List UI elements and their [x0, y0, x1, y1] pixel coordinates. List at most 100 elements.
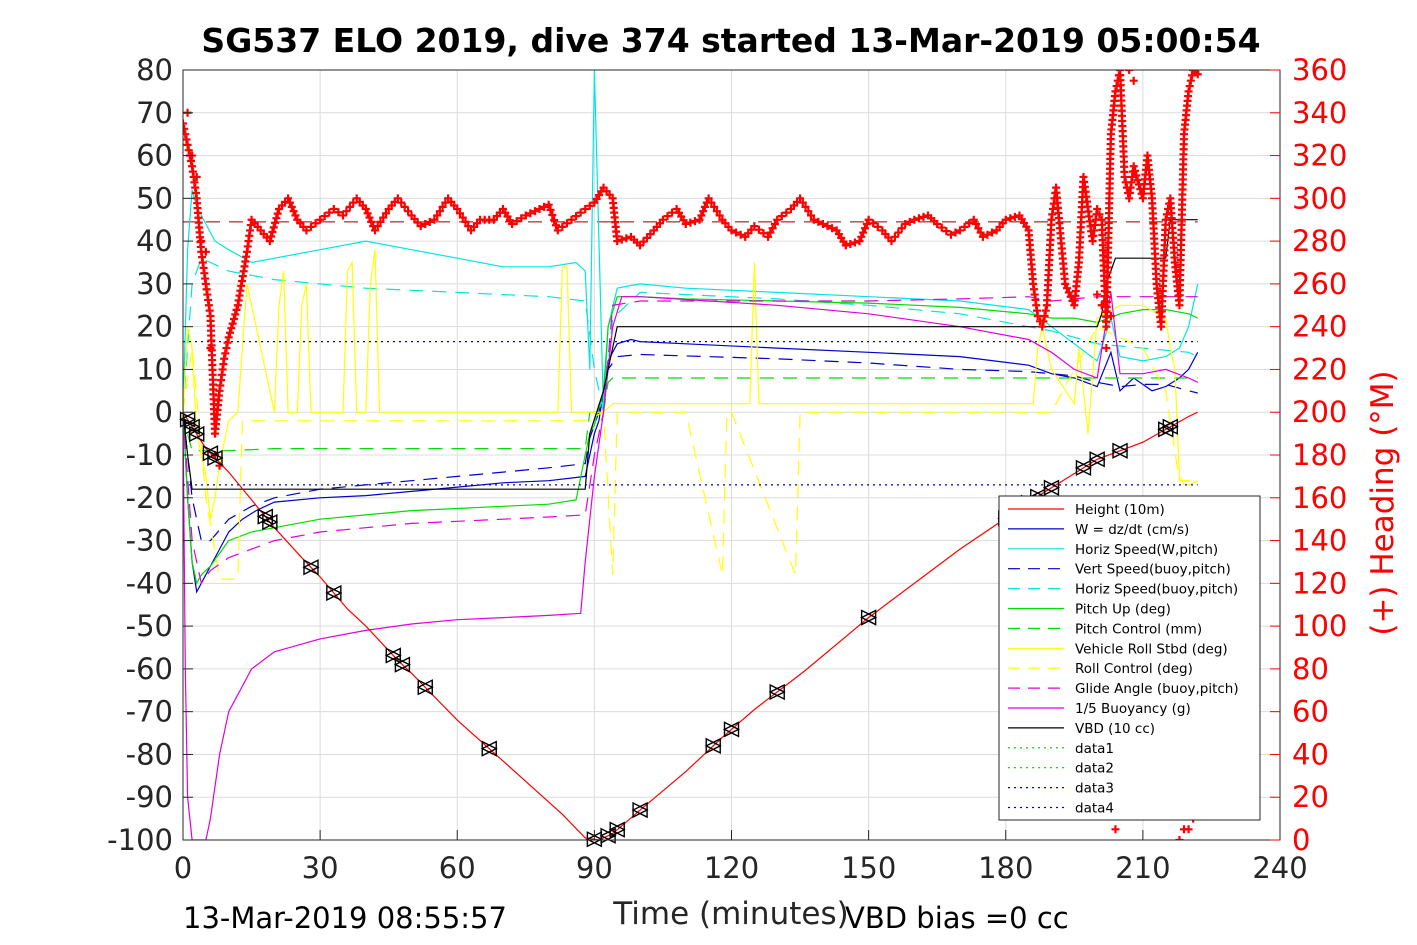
- series-line-vehicle-roll-stbd-deg: [183, 249, 1198, 520]
- heading-point: [526, 209, 535, 218]
- heading-point: [197, 237, 206, 246]
- heading-point: [897, 224, 906, 233]
- heading-point: [397, 198, 406, 207]
- heading-point: [183, 140, 192, 149]
- heading-point: [365, 213, 374, 222]
- heading-point: [715, 211, 724, 220]
- heading-point: [1095, 210, 1104, 219]
- heading-point: [284, 194, 293, 203]
- heading-point: [222, 344, 231, 353]
- heading-point: [567, 215, 576, 224]
- heading-point: [540, 202, 549, 211]
- heading-point: [919, 212, 928, 221]
- y2-tick-label: 340: [1292, 96, 1347, 130]
- heading-point: [859, 228, 868, 237]
- gc-marker: [256, 508, 274, 525]
- y-tick-label: 70: [136, 96, 173, 130]
- heading-point: [273, 209, 282, 218]
- gc-marker: [480, 740, 498, 757]
- heading-point: [311, 219, 320, 228]
- legend-label: Glide Angle (buoy,pitch): [1075, 681, 1239, 697]
- heading-point: [700, 202, 709, 211]
- heading-point: [807, 211, 816, 220]
- gc-marker: [384, 647, 402, 664]
- heading-point: [1133, 176, 1142, 184]
- heading-point: [956, 226, 965, 235]
- heading-point: [850, 238, 859, 247]
- x-tick-label: 0: [174, 851, 192, 885]
- heading-point: [553, 226, 562, 235]
- heading-point: [937, 223, 946, 232]
- y-tick-label: -60: [126, 652, 173, 686]
- heading-point: [206, 344, 215, 353]
- heading-point: [183, 130, 190, 139]
- x-tick-label: 60: [439, 851, 476, 885]
- heading-point: [550, 216, 559, 225]
- heading-point: [1129, 162, 1138, 171]
- heading-point: [969, 215, 978, 224]
- heading-point: [1131, 166, 1140, 175]
- gc-marker: [325, 584, 343, 602]
- legend-label: Pitch Up (deg): [1075, 602, 1171, 618]
- chart-title: SG537 ELO 2019, dive 374 started 13-Mar-…: [201, 21, 1260, 60]
- heading-point: [750, 222, 759, 231]
- y2-tick-label: 240: [1292, 310, 1347, 344]
- heading-point: [291, 211, 300, 220]
- heading-point: [707, 198, 716, 207]
- heading-point: [933, 220, 942, 228]
- x-tick-label: 30: [302, 851, 339, 885]
- heading-point: [768, 224, 777, 233]
- heading-point: [461, 217, 470, 226]
- series-line-horiz-speed-w-pitch: [183, 70, 1199, 413]
- y2-tick-label: 360: [1292, 53, 1347, 87]
- heading-point: [782, 208, 791, 217]
- heading-point: [686, 218, 695, 227]
- heading-point: [846, 239, 855, 248]
- x-tick-label: 90: [576, 851, 613, 885]
- y-tick-label: 30: [136, 267, 173, 301]
- y2-tick-label: 220: [1292, 352, 1347, 386]
- gc-marker: [704, 737, 722, 755]
- heading-point: [798, 198, 807, 207]
- heading-point: [379, 213, 388, 222]
- heading-point: [186, 156, 195, 165]
- heading-point: [894, 228, 903, 237]
- legend-label: data3: [1075, 781, 1114, 797]
- heading-point: [183, 135, 191, 144]
- heading-point: [960, 222, 969, 231]
- heading-point: [430, 215, 439, 224]
- heading-point: [914, 214, 923, 223]
- heading-point: [777, 212, 786, 221]
- heading-point: [965, 219, 974, 228]
- heading-point: [1039, 317, 1048, 326]
- footer-timestamp: 13-Mar-2019 08:55:57: [183, 901, 507, 935]
- legend-label: Roll Control (deg): [1075, 661, 1193, 677]
- heading-point: [192, 172, 201, 181]
- y2-tick-label: 80: [1292, 652, 1329, 686]
- heading-point: [548, 211, 557, 220]
- heading-point: [1125, 70, 1134, 74]
- y-tick-label: -90: [126, 780, 173, 814]
- triangle-markers: [179, 411, 1179, 848]
- heading-point: [453, 205, 462, 214]
- heading-point: [508, 220, 517, 228]
- gc-marker: [1088, 451, 1106, 468]
- heading-point: [231, 310, 240, 319]
- y2-tick-label: 180: [1292, 438, 1347, 472]
- heading-point: [1093, 290, 1102, 299]
- y-tick-label: -100: [107, 823, 173, 857]
- y-tick-label: -30: [126, 524, 173, 558]
- heading-point: [220, 354, 229, 363]
- y2-tick-label: 120: [1292, 566, 1347, 600]
- heading-point: [1106, 311, 1115, 320]
- heading-point: [316, 215, 325, 224]
- heading-point: [1129, 76, 1138, 85]
- footer-vbd-bias: VBD bias =0 cc: [845, 901, 1069, 935]
- y2-tick-label: 280: [1292, 224, 1347, 258]
- heading-point: [562, 219, 571, 228]
- gc-marker: [599, 827, 617, 844]
- heading-point: [268, 227, 277, 236]
- heading-point: [764, 232, 773, 241]
- heading-point: [712, 207, 721, 216]
- series-line-1-5-buoyancy-g: [183, 292, 1198, 840]
